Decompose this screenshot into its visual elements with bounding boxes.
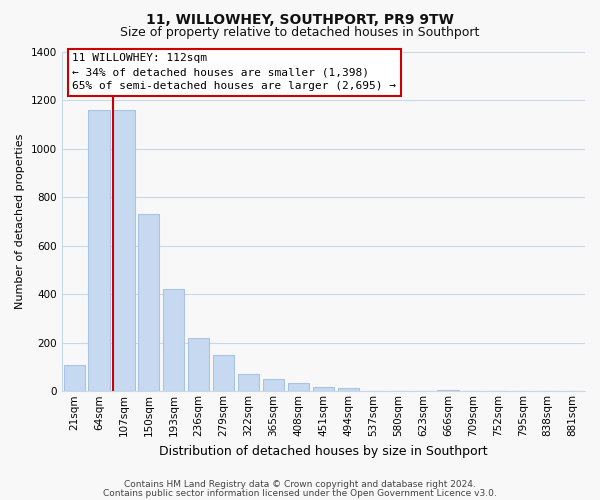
Bar [288, 384, 309, 392]
Text: 11 WILLOWHEY: 112sqm
← 34% of detached houses are smaller (1,398)
65% of semi-de: 11 WILLOWHEY: 112sqm ← 34% of detached h… [72, 53, 396, 91]
Bar [64, 366, 85, 392]
Text: Size of property relative to detached houses in Southport: Size of property relative to detached ho… [121, 26, 479, 39]
Bar [163, 290, 184, 392]
Bar [238, 374, 259, 392]
Bar [263, 379, 284, 392]
Text: Contains HM Land Registry data © Crown copyright and database right 2024.: Contains HM Land Registry data © Crown c… [124, 480, 476, 489]
Bar [138, 214, 160, 392]
Text: Contains public sector information licensed under the Open Government Licence v3: Contains public sector information licen… [103, 488, 497, 498]
Bar [313, 387, 334, 392]
Bar [338, 388, 359, 392]
Text: 11, WILLOWHEY, SOUTHPORT, PR9 9TW: 11, WILLOWHEY, SOUTHPORT, PR9 9TW [146, 12, 454, 26]
Bar [88, 110, 110, 392]
X-axis label: Distribution of detached houses by size in Southport: Distribution of detached houses by size … [159, 444, 488, 458]
Bar [113, 110, 134, 392]
Y-axis label: Number of detached properties: Number of detached properties [15, 134, 25, 309]
Bar [437, 390, 458, 392]
Bar [188, 338, 209, 392]
Bar [213, 356, 234, 392]
